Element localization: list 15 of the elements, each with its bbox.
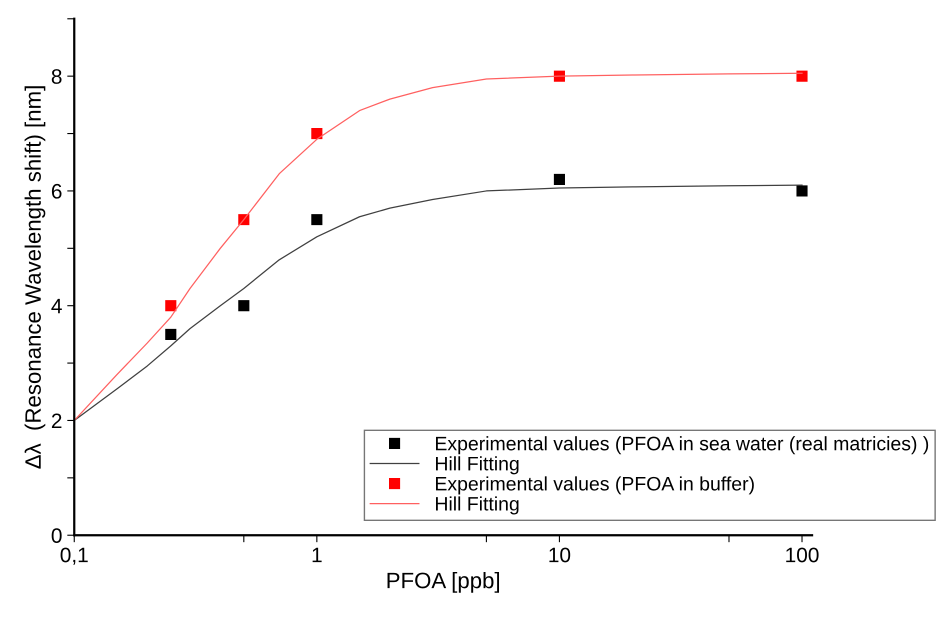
y-tick-label: 2: [52, 413, 62, 428]
legend-label: Experimental values (PFOA in buffer): [436, 476, 754, 494]
legend-label: Experimental values (PFOA in sea water (real matricies) ): [436, 436, 928, 454]
y-tick-label: 8: [52, 69, 62, 84]
y-axis-title: Δλ (Resonance Wavelength shift) [nm]: [24, 86, 46, 469]
x-tick-label: 10: [549, 548, 570, 562]
x-axis-title: PFOA [ppb]: [388, 572, 500, 593]
legend-label: Hill Fitting: [436, 496, 519, 515]
x-tick-label: 1: [312, 548, 322, 562]
y-tick-label: 6: [52, 184, 62, 199]
legend-label: Hill Fitting: [436, 456, 519, 474]
x-tick-label: 100: [786, 548, 819, 562]
y-tick-label: 4: [51, 298, 62, 314]
y-tick-label: 0: [52, 528, 62, 543]
x-tick-label: 0,1: [60, 548, 88, 565]
